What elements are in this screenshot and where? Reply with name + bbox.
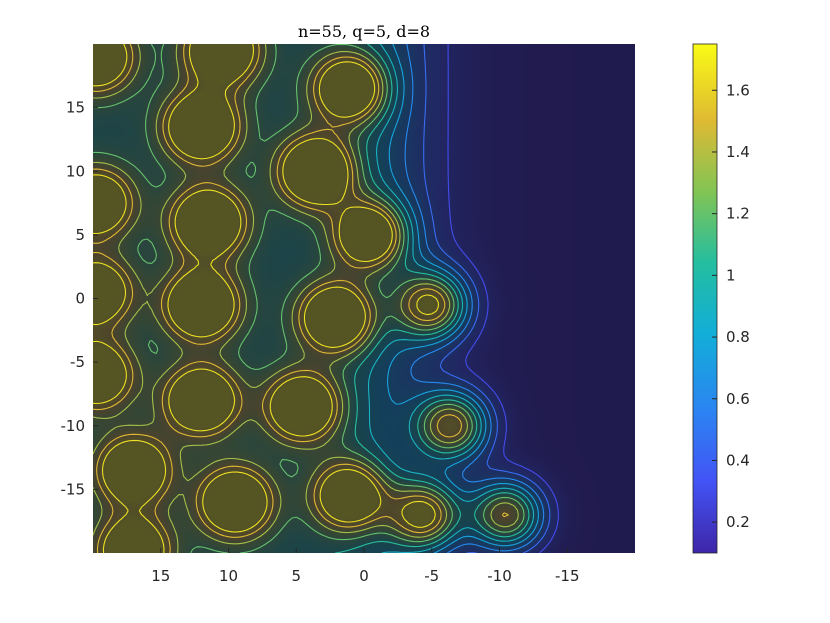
x-tick-label: 15 [151,567,170,585]
x-axis: 15 10 5 0 -5 -10 -15 [151,548,580,585]
colorbar: 0.2 0.4 0.6 0.8 1 1.2 1.4 1.6 [692,43,750,554]
contour-level [93,44,519,553]
x-tick-label: 10 [219,567,238,585]
colorbar-tick-label: 1.2 [726,205,750,223]
contour-level [335,44,530,553]
y-tick-label: 10 [66,162,85,180]
y-tick-label: 0 [75,290,85,308]
contour-level [93,44,509,553]
contour-level [447,44,559,553]
y-tick-label: 15 [66,99,85,117]
colorbar-gradient [692,43,718,554]
y-tick-label: 5 [75,226,85,244]
y-tick-label: -5 [70,353,85,371]
colorbar-tick-label: 1.6 [726,81,750,99]
y-axis: 15 10 5 0 -5 -10 -15 [61,99,98,498]
colorbar-tick-label: 1 [726,266,736,284]
x-tick-label: 5 [291,567,301,585]
contour-level [93,44,439,553]
x-tick-label: -10 [487,567,512,585]
colorbar-tick-label: 0.2 [726,513,750,531]
chart-title: n=55, q=5, d=8 [298,22,430,41]
contour-level [93,44,525,553]
x-tick-label: -15 [555,567,580,585]
colorbar-tick-label: 0.6 [726,390,750,408]
heatmap-image [93,44,635,553]
x-tick-label: 0 [359,567,369,585]
colorbar-tick-label: 0.4 [726,451,750,469]
x-tick-label: -5 [424,567,439,585]
contour-lines [93,44,559,553]
contour-level [404,44,545,553]
y-tick-label: -15 [61,480,86,498]
contour-level [423,44,551,553]
plot-area [93,44,635,553]
contour-level [367,44,535,553]
contour-level [387,44,540,553]
colorbar-ticks: 0.2 0.4 0.6 0.8 1 1.2 1.4 1.6 [712,81,750,531]
y-tick-label: -10 [61,417,86,435]
colorbar-tick-label: 0.8 [726,328,750,346]
colorbar-tick-label: 1.4 [726,143,750,161]
